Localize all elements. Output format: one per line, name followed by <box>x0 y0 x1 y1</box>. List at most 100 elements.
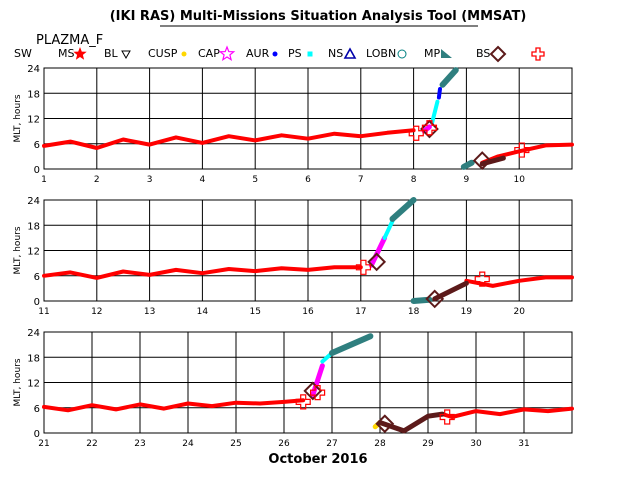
x-tick-label: 15 <box>249 307 260 317</box>
crossing-marker <box>474 271 490 287</box>
legend-symbol-ms-icon <box>73 47 87 60</box>
x-tick-label: 4 <box>200 175 206 185</box>
x-tick-label: 19 <box>461 307 473 317</box>
crossing-marker <box>310 385 326 401</box>
legend-label-bs: BS <box>476 47 490 60</box>
y-tick-label: 18 <box>27 89 40 100</box>
series-mp <box>389 197 417 222</box>
legend-symbol-lobn-icon <box>397 49 407 59</box>
mission-name: PLAZMA_F <box>36 33 103 48</box>
y-tick-label: 0 <box>34 429 40 440</box>
x-tick-label: 28 <box>374 439 386 449</box>
y-tick-label: 0 <box>34 165 40 176</box>
x-tick-label: 29 <box>422 439 434 449</box>
series-mp <box>439 67 459 88</box>
y-axis-label: MLT, hours <box>13 94 23 142</box>
panel-frame <box>43 67 573 170</box>
x-tick-label: 25 <box>230 439 241 449</box>
x-tick-label: 23 <box>134 439 145 449</box>
series-ps <box>382 219 395 240</box>
y-axis-label: MLT, hours <box>13 226 23 274</box>
legend-label-mp: MP <box>424 47 440 60</box>
series-sw <box>464 275 574 288</box>
x-tick-label: 27 <box>326 439 337 449</box>
y-tick-label: 18 <box>27 353 40 364</box>
legend-label-lobn: LOBN <box>366 47 396 60</box>
x-tick-label: 8 <box>411 175 417 185</box>
x-tick-label: 16 <box>302 307 314 317</box>
legend-label-bl: BL <box>104 47 119 60</box>
y-tick-label: 6 <box>34 140 40 151</box>
y-tick-label: 12 <box>27 379 40 390</box>
panel-frame <box>43 331 573 434</box>
y-tick-label: 0 <box>34 297 40 308</box>
crossing-marker <box>514 142 530 158</box>
bow-shock-marker <box>472 151 492 170</box>
x-tick-label: 13 <box>144 307 155 317</box>
crossing-marker <box>439 409 455 425</box>
x-tick-label: 6 <box>305 175 311 185</box>
y-tick-label: 24 <box>27 64 40 75</box>
legend-symbol-aur-icon <box>272 51 278 57</box>
legend-label-sw: SW <box>14 47 32 60</box>
legend-symbol-cusp-icon <box>181 51 187 57</box>
series-sw <box>42 265 363 280</box>
legend-symbol-crossing-icon <box>531 47 545 61</box>
legend-label-cap: CAP <box>198 47 220 60</box>
legend-label-aur: AUR <box>246 47 270 60</box>
x-tick-label: 11 <box>38 307 49 317</box>
x-tick-label: 7 <box>358 175 364 185</box>
x-tick-label: 5 <box>252 175 258 185</box>
x-tick-label: 17 <box>355 307 366 317</box>
series-cap <box>368 235 388 268</box>
legend: SW MS BL CUSP CAP AUR PS NS LOBN MP BS <box>14 45 545 63</box>
legend-label-ps: PS <box>288 47 302 60</box>
x-tick-label: 22 <box>86 439 97 449</box>
crossing-marker <box>421 120 438 136</box>
panel-3: 21 22 23 24 25 26 27 28 29 30 31 0 6 12 18 24 MLT, hours <box>13 328 574 449</box>
x-tick-label: 10 <box>513 175 525 185</box>
panel-2: 11 12 13 14 15 16 17 18 19 20 0 6 12 18 24 MLT, hours <box>13 196 574 317</box>
legend-label-ns: NS <box>328 47 343 60</box>
bow-shock-marker <box>367 252 387 272</box>
y-tick-label: 6 <box>34 272 40 283</box>
panel-frame <box>43 199 573 302</box>
series-mp <box>329 333 374 356</box>
x-tick-label: 2 <box>94 175 100 185</box>
x-tick-label: 9 <box>464 175 470 185</box>
legend-symbol-bs-icon <box>489 45 507 63</box>
crossing-marker <box>295 394 311 410</box>
crossing-marker <box>355 259 372 275</box>
legend-symbol-mp-icon <box>441 49 452 58</box>
x-tick-label: 31 <box>518 439 529 449</box>
series-sw <box>42 128 416 150</box>
x-tick-label: 3 <box>147 175 153 185</box>
x-tick-label: 12 <box>91 307 102 317</box>
bow-shock-marker <box>303 381 323 401</box>
legend-label-ms: MS <box>58 47 74 60</box>
series-sw <box>42 398 306 413</box>
legend-symbol-ps-icon <box>307 51 313 57</box>
legend-symbol-ns-icon <box>343 47 357 59</box>
y-axis-label: MLT, hours <box>13 358 23 406</box>
series-bs <box>377 411 445 434</box>
x-tick-label: 21 <box>38 439 49 449</box>
x-tick-label: 1 <box>41 175 47 185</box>
legend-symbol-bl-icon <box>121 50 131 60</box>
x-tick-label: 18 <box>408 307 420 317</box>
y-tick-label: 12 <box>27 247 40 258</box>
x-tick-label: 20 <box>513 307 525 317</box>
series-sw <box>440 406 574 419</box>
crossing-marker <box>408 125 424 141</box>
y-tick-label: 24 <box>27 196 40 207</box>
series-mp <box>460 159 475 170</box>
y-tick-label: 24 <box>27 328 40 339</box>
x-tick-label: 24 <box>182 439 194 449</box>
x-tick-label: 30 <box>470 439 482 449</box>
x-axis-label: October 2016 <box>268 452 367 467</box>
bow-shock-marker <box>375 414 395 434</box>
y-tick-label: 6 <box>34 404 40 415</box>
bow-shock-marker <box>425 289 445 309</box>
